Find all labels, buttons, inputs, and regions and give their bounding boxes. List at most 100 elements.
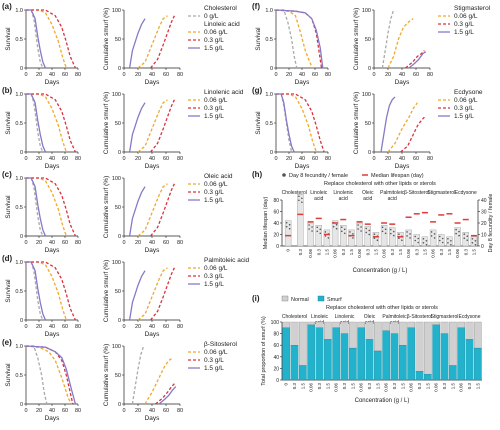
panel-a: (a) 0 20 40 60 80 0 0.5 1.0 Days Survival 0 20 40 60 80… <box>2 2 240 86</box>
concentration-label: 0.06 <box>382 249 387 258</box>
concentration-label: 0.06 <box>459 383 464 392</box>
series-line-c006 <box>275 9 313 69</box>
y-tick-label: 0 <box>118 402 121 408</box>
concentration-label: 0.3 <box>367 383 372 390</box>
x-tick-label: 20 <box>135 156 141 162</box>
panel-f: (f) 0 20 40 60 80 0 0.5 1.0 Days Survival 0 20 40 60 80… <box>252 2 491 86</box>
panel-letter: (a) <box>2 2 12 11</box>
x-tick-label: 80 <box>75 72 81 78</box>
fecundity-point <box>389 232 392 235</box>
y-tick-label: 80 <box>273 198 279 204</box>
survival-plot: 0 20 40 60 80 0 0.5 1.0 Days Survival <box>5 260 81 338</box>
group-label: β-Sitosterol <box>407 314 432 320</box>
legend-label: 1.5 g/L <box>204 365 224 372</box>
y-tick-label: 50 <box>115 289 121 295</box>
fecundity-point <box>285 225 288 228</box>
x-tick-label: 40 <box>399 156 405 162</box>
fecundity-point <box>381 226 384 229</box>
x-axis-label: Days <box>295 163 311 170</box>
fecundity-point <box>301 201 303 204</box>
fecundity-point <box>301 197 303 200</box>
x-tick-label: 60 <box>163 324 169 330</box>
x-tick-label: 0 <box>274 72 277 78</box>
smurf-plot: 0 20 40 60 80 0 50 100 Days Cumulative smurf (%) <box>103 344 183 422</box>
legend-label: 0.06 g/L <box>454 97 478 104</box>
fecundity-point <box>398 233 400 235</box>
legend-label: 0.06 g/L <box>204 349 228 356</box>
concentration-label: 0.3 <box>341 249 346 256</box>
normal-bar <box>399 321 407 346</box>
x-axis-label: Concentration (g / L) <box>355 398 410 404</box>
y-tick-label: 100 <box>112 92 121 98</box>
y2-tick-label: 20 <box>481 221 487 227</box>
y2-tick-label: 10 <box>481 233 487 239</box>
legend-label: 0.3 g/L <box>454 105 474 112</box>
fecundity-point <box>471 242 474 244</box>
fecundity-point <box>332 225 335 228</box>
smurf-bar <box>282 327 290 381</box>
group-label: acid <box>363 196 372 202</box>
fecundity-point <box>360 230 362 232</box>
concentration-label: 0.3 <box>414 249 419 256</box>
panel-i: (i) Normal Smurf Replace cholesterol with o… <box>252 294 482 404</box>
y-tick-label: 50 <box>115 205 121 211</box>
series-line-c03 <box>400 116 425 153</box>
concentration-label: 0.06 <box>333 249 338 258</box>
x-axis-label: Concentration (g / L) <box>353 268 408 274</box>
legend-title: Cholesterol <box>204 5 237 12</box>
group-label: Linoleic <box>310 190 327 196</box>
legend-swatch-normal <box>281 295 289 302</box>
smurf-bar <box>432 324 440 381</box>
smurf-plot: 0 20 40 60 80 0 50 100 Days Cumulative smurf (%) <box>353 8 433 86</box>
smurf-plot: 0 20 40 60 80 0 50 100 Days Cumulative smurf (%) <box>103 260 183 338</box>
fecundity-bar <box>438 234 445 247</box>
x-tick-label: 0 <box>122 156 125 162</box>
legend-label: 0.06 g/L <box>204 265 228 272</box>
fecundity-point <box>433 237 436 239</box>
fecundity-point <box>316 230 319 233</box>
concentration-label: 0.06 <box>406 249 411 258</box>
chart-subtitle: Replace cholesterol with other lipids or… <box>326 305 438 311</box>
legend-label: 0.06 g/L <box>204 29 228 36</box>
survival-plot: 0 20 40 60 80 0 0.5 1.0 Days Survival <box>5 176 81 254</box>
panel-letter: (h) <box>252 170 263 179</box>
x-tick-label: 20 <box>135 324 141 330</box>
y-tick-label: 0 <box>368 150 371 156</box>
series-line-c15 <box>25 345 77 405</box>
x-tick-label: 80 <box>75 240 81 246</box>
panel-letter: (e) <box>2 338 12 347</box>
concentration-label: 1.5 <box>325 383 330 390</box>
y-axis-label: Cumulative smurf (%) <box>353 8 360 70</box>
fecundity-point <box>409 233 411 235</box>
y-tick-label: 100 <box>362 92 371 98</box>
y2-axis-label: Day 8 fecundity / female <box>488 193 494 252</box>
group-label: acid <box>314 196 323 202</box>
x-tick-label: 80 <box>75 156 81 162</box>
y-tick-label: 50 <box>365 121 371 127</box>
x-axis-label: Days <box>45 331 61 338</box>
fecundity-point <box>398 237 400 239</box>
smurf-bar <box>382 330 390 381</box>
smurf-bar <box>357 327 365 381</box>
series-line-c006 <box>137 15 168 69</box>
fecundity-point <box>308 228 310 230</box>
smurf-bar <box>465 339 474 381</box>
x-tick-label: 20 <box>286 156 292 162</box>
fecundity-point <box>438 235 441 238</box>
normal-bar <box>382 321 390 331</box>
y-tick-label: 40 <box>273 355 279 361</box>
panel-letter: (f) <box>252 2 260 11</box>
y-tick-label: 1.0 <box>15 176 23 182</box>
x-tick-label: 0 <box>372 72 375 78</box>
panel-letter: (i) <box>252 294 260 303</box>
smurf-bar <box>424 374 432 381</box>
x-tick-label: 80 <box>177 156 183 162</box>
series-line-c15 <box>408 51 427 69</box>
series-line-c03 <box>25 345 74 405</box>
fecundity-point <box>447 238 449 240</box>
normal-bar <box>432 321 440 326</box>
series-line-c15 <box>128 186 146 237</box>
fecundity-point <box>406 235 408 237</box>
series-line-c03 <box>275 9 323 69</box>
